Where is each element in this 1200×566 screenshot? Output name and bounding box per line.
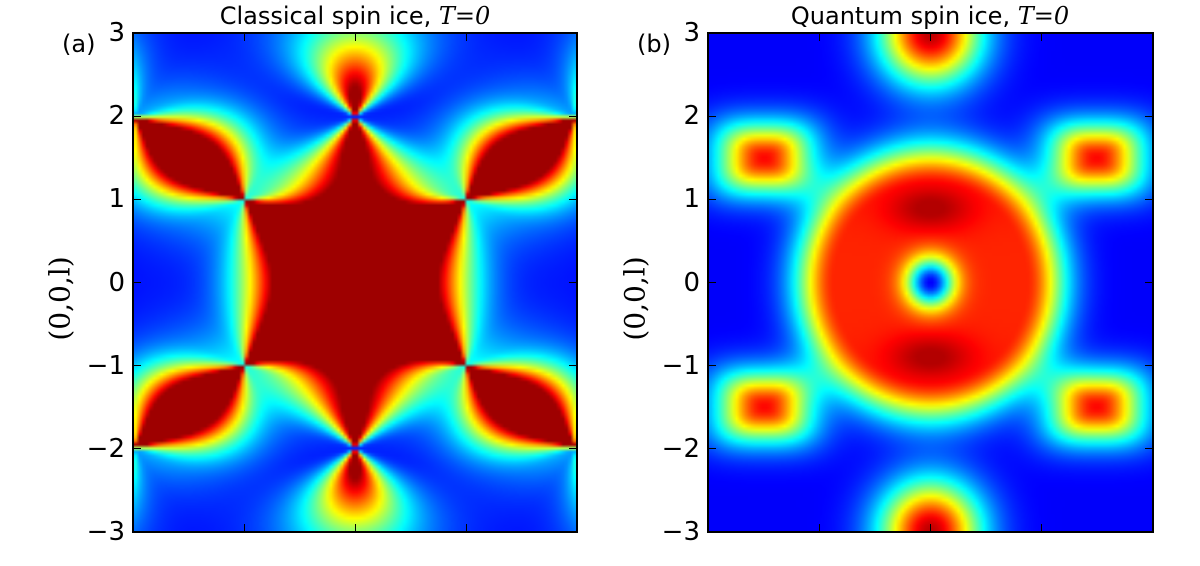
panel-label-b: (b)	[637, 30, 671, 58]
ytick-label: 2	[683, 101, 700, 132]
ytick-mark	[708, 531, 716, 533]
ytick-mark	[569, 282, 577, 283]
title-b-math: T=0	[1017, 2, 1070, 30]
ytick-mark	[1145, 32, 1153, 34]
ytick-mark	[708, 32, 716, 34]
ytick-label: 0	[683, 267, 700, 298]
ytick-mark	[1145, 448, 1153, 450]
ytick-label: 3	[108, 18, 125, 48]
ytick-mark	[133, 32, 141, 34]
ytick-mark	[1145, 531, 1153, 533]
title-b: Quantum spin ice, T=0	[791, 2, 1069, 30]
heatmap-b	[707, 32, 1154, 533]
ytick-mark	[569, 531, 577, 533]
xtick-mark	[1041, 524, 1043, 532]
title-a-math: T=0	[438, 2, 491, 30]
ytick-label: −2	[86, 433, 125, 464]
heatmap-b-canvas	[709, 34, 1152, 531]
ytick-mark	[569, 32, 577, 34]
ytick-label: −1	[86, 350, 125, 381]
xtick-mark	[930, 524, 931, 532]
ytick-mark	[708, 198, 716, 200]
ytick-mark	[569, 448, 577, 450]
ytick-label: −3	[86, 517, 125, 547]
ytick-mark	[708, 282, 716, 283]
xtick-mark	[243, 524, 245, 532]
ytick-label: 3	[683, 18, 700, 48]
title-a: Classical spin ice, T=0	[220, 2, 491, 30]
ytick-mark	[569, 198, 577, 200]
ytick-label: 0	[108, 267, 125, 298]
ytick-label: −3	[661, 517, 700, 547]
heatmap-a-canvas	[134, 34, 576, 531]
ytick-mark	[133, 531, 141, 533]
xtick-mark	[1041, 33, 1043, 41]
ytick-mark	[708, 115, 716, 117]
ytick-mark	[708, 448, 716, 450]
xtick-mark	[818, 524, 820, 532]
ytick-mark	[133, 365, 141, 367]
xtick-mark	[243, 33, 245, 41]
xtick-mark	[465, 33, 467, 41]
ytick-mark	[1145, 282, 1153, 283]
ytick-label: 2	[108, 101, 125, 132]
title-a-text: Classical spin ice,	[219, 2, 439, 30]
ytick-label: −1	[661, 350, 700, 381]
panel-label-a: (a)	[62, 30, 96, 58]
ytick-mark	[133, 448, 141, 450]
ytick-mark	[708, 365, 716, 367]
title-b-text: Quantum spin ice,	[790, 2, 1018, 30]
ytick-mark	[569, 115, 577, 117]
xtick-mark	[465, 524, 467, 532]
xtick-mark	[354, 33, 356, 41]
ytick-mark	[1145, 365, 1153, 367]
xtick-mark	[818, 33, 820, 41]
ytick-mark	[133, 115, 141, 117]
ytick-mark	[133, 198, 141, 200]
heatmap-a	[132, 32, 578, 533]
ytick-label: 1	[683, 184, 700, 215]
ytick-mark	[1145, 198, 1153, 200]
ytick-mark	[133, 282, 141, 283]
ytick-label: 1	[108, 184, 125, 215]
ytick-label: −2	[661, 433, 700, 464]
xtick-mark	[354, 524, 356, 532]
ytick-mark	[569, 365, 577, 367]
ytick-mark	[1145, 115, 1153, 117]
xtick-mark	[930, 33, 931, 41]
